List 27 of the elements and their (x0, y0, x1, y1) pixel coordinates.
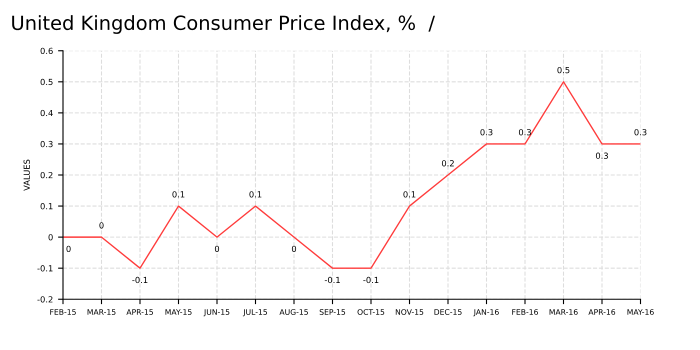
data-label: 0.2 (442, 160, 454, 166)
data-label: 0.1 (249, 191, 262, 198)
y-tick-label: 0.4 (40, 110, 53, 116)
data-label: 0.3 (596, 152, 608, 159)
data-label: 0.1 (403, 191, 416, 198)
data-label: 0.3 (634, 129, 646, 136)
data-label: 0 (99, 222, 104, 229)
y-tick-label: 0.6 (40, 48, 53, 54)
chart-title: United Kingdom Consumer Price Index, % / (12, 15, 435, 34)
y-tick-label: -0.1 (37, 265, 53, 272)
y-tick-label: 0.2 (40, 172, 52, 178)
data-label: 0.1 (172, 191, 184, 198)
data-label: 0.5 (557, 66, 570, 74)
data-label: 0.3 (518, 129, 531, 136)
data-label: 0 (214, 246, 220, 252)
y-tick-label: 0 (48, 234, 53, 240)
y-tick-label: -0.2 (37, 296, 52, 303)
y-tick-label: 0.5 (40, 78, 53, 86)
y-tick-label: 0.3 (40, 140, 53, 148)
data-label: 0 (66, 246, 71, 252)
data-label: 0 (292, 246, 296, 252)
y-axis-title: VALUES (24, 160, 30, 191)
data-label: -0.1 (132, 276, 148, 284)
data-label: -0.1 (324, 276, 340, 284)
data-label: -0.1 (363, 276, 378, 284)
data-label: 0.3 (480, 129, 492, 136)
y-tick-label: 0.1 (40, 203, 53, 210)
